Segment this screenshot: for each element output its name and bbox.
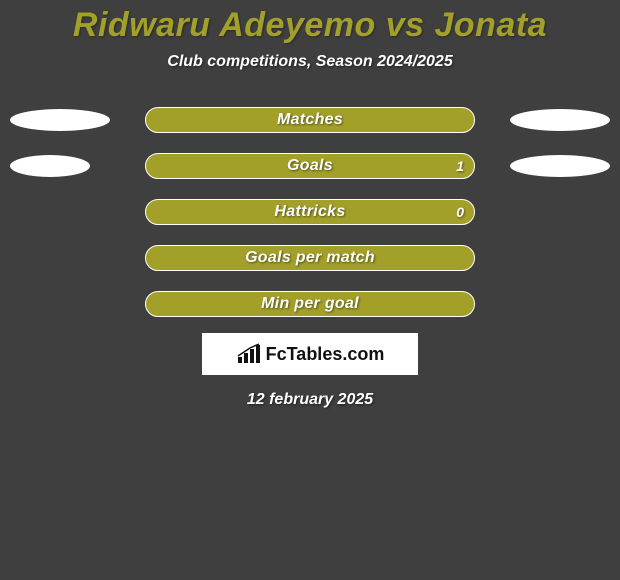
date-line: 12 february 2025 [0,391,620,409]
left-value-ellipse [10,109,110,131]
stat-bar-label: Hattricks [274,203,345,221]
page-title: Ridwaru Adeyemo vs Jonata [0,0,620,45]
stat-bar: Hattricks 0 [145,199,475,225]
comparison-row: Goals 1 [0,153,620,179]
stat-bar-value: 0 [456,204,464,220]
right-value-ellipse [510,109,610,131]
comparison-row: Min per goal [0,291,620,317]
comparison-canvas: Ridwaru Adeyemo vs Jonata Club competiti… [0,0,620,580]
stat-bar: Goals per match [145,245,475,271]
stat-bar-value: 1 [456,158,464,174]
stat-bar-label: Matches [277,111,343,129]
comparison-row: Goals per match [0,245,620,271]
footer-logo-box: FcTables.com [202,333,418,375]
stat-bar: Goals 1 [145,153,475,179]
stat-bar: Matches [145,107,475,133]
footer-logo-text: FcTables.com [266,344,385,365]
comparison-rows: Matches Goals 1 Hattricks 0 Goals per match Mi… [0,107,620,317]
stat-bar-label: Min per goal [261,295,359,313]
comparison-row: Hattricks 0 [0,199,620,225]
stat-bar-label: Goals [287,157,333,175]
subtitle: Club competitions, Season 2024/2025 [0,53,620,71]
comparison-row: Matches [0,107,620,133]
right-value-ellipse [510,155,610,177]
stat-bar: Min per goal [145,291,475,317]
bar-chart-icon [236,343,262,365]
left-value-ellipse [10,155,90,177]
stat-bar-label: Goals per match [245,249,375,267]
